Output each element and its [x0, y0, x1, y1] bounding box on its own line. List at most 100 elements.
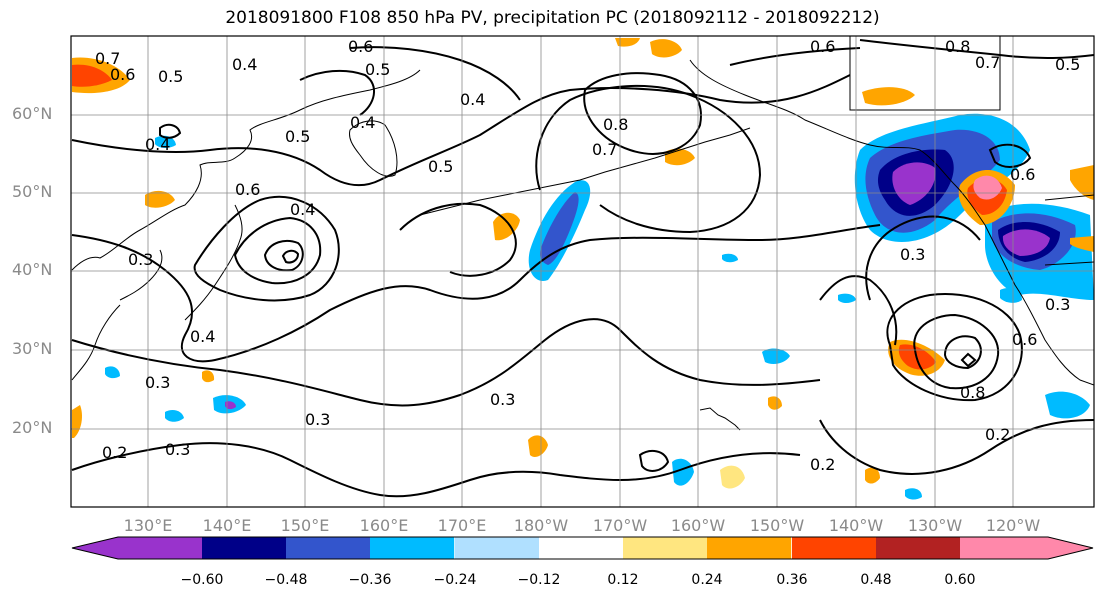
shading-positive [768, 396, 782, 410]
lon-label: 140°E [202, 516, 252, 535]
contour-label: 0.3 [900, 245, 925, 264]
contour-label: 0.6 [348, 37, 373, 56]
colorbar [71, 536, 1094, 560]
pv-contour [159, 123, 182, 139]
shading-positive [493, 212, 520, 241]
contour-label: 0.8 [945, 37, 970, 56]
pv-contour [233, 216, 322, 285]
shading-positive [1070, 165, 1094, 200]
lon-label: 150°E [280, 516, 330, 535]
colorbar-tick-label: −0.36 [348, 572, 392, 588]
colorbar-tick-label: 0.36 [776, 572, 808, 588]
pv-contour [943, 335, 982, 370]
coastline-korea [119, 249, 163, 301]
lon-label: 170°E [437, 516, 487, 535]
contour-label: 0.3 [490, 390, 515, 409]
coastline-china [71, 304, 121, 381]
shading-positive [72, 405, 82, 438]
colorbar-segment [960, 537, 1093, 559]
lat-label: 50°N [12, 182, 53, 201]
colorbar-tick-label: −0.24 [433, 572, 477, 588]
lon-label: 120°W [985, 516, 1041, 535]
colorbar-segment [455, 537, 540, 559]
colorbar-tick-label: −0.60 [180, 572, 224, 588]
pv-contour [71, 442, 801, 498]
coastline-canada [1044, 194, 1094, 266]
contour-label: 0.7 [95, 49, 120, 68]
lon-label: 170°W [592, 516, 648, 535]
pv-contour [71, 224, 881, 363]
colorbar-segment [202, 537, 287, 559]
colorbar-tick-label: 0.24 [691, 572, 723, 588]
graticule [71, 36, 1094, 507]
colorbar-tick-label: 0.60 [944, 572, 976, 588]
lat-label: 30°N [12, 339, 53, 358]
shading-positive [145, 190, 175, 208]
pv-contour [913, 313, 1000, 390]
shading-positive [528, 435, 548, 457]
contour-label: 0.6 [110, 65, 135, 84]
contour-label: 0.7 [592, 140, 617, 159]
contour-label: 0.4 [350, 113, 375, 132]
contour-label: 0.5 [428, 157, 453, 176]
contour-label: 0.5 [158, 67, 183, 86]
contour-label: 0.8 [960, 383, 985, 402]
contour-label: 0.5 [365, 60, 390, 79]
lon-label: 160°W [670, 516, 726, 535]
contour-labels: 0.6 0.6 0.8 0.7 0.5 0.7 0.6 0.5 0.4 0.5 … [95, 37, 1080, 474]
coastline-hawaii [699, 407, 741, 431]
contour-label: 0.6 [1010, 165, 1035, 184]
colorbar-segment [72, 537, 202, 559]
lat-label: 20°N [12, 418, 53, 437]
contour-label: 0.6 [235, 180, 260, 199]
shading-negative [722, 253, 738, 263]
pv-contour [71, 318, 821, 407]
shading-negative [540, 192, 579, 265]
shading-negative [225, 401, 236, 410]
shading-positive [862, 87, 915, 106]
pv-contour [638, 449, 670, 472]
colorbar-tick-label: −0.12 [517, 572, 561, 588]
colorbar-segment [623, 537, 708, 559]
shading-positive [973, 175, 1002, 200]
shading-negative [892, 162, 936, 205]
shading-negative [1045, 391, 1090, 419]
pv-contour [281, 249, 300, 264]
shading-negative [1000, 288, 1022, 303]
colorbar-segment [370, 537, 455, 559]
pv-contour [960, 352, 977, 368]
shading-positive [615, 38, 640, 47]
contour-label: 0.4 [290, 200, 315, 219]
contour-label: 0.3 [305, 410, 330, 429]
pv-contour [729, 47, 861, 66]
shading-positive [1070, 236, 1094, 252]
shading-negative [672, 458, 694, 486]
contour-label: 0.3 [145, 373, 170, 392]
pv-contour [399, 202, 517, 277]
colorbar-tick-label: 0.48 [860, 572, 892, 588]
colorbar-segment [286, 537, 371, 559]
pv-contour [299, 69, 375, 116]
pv-contour [886, 293, 1023, 402]
contour-label: 0.7 [975, 53, 1000, 72]
colorbar-segment [539, 537, 624, 559]
contour-label: 0.3 [1045, 295, 1070, 314]
colorbar-segment [876, 537, 961, 559]
coastline-kamchatka [349, 120, 398, 177]
lon-label: 140°W [828, 516, 884, 535]
coastline-box [849, 36, 1001, 111]
shading-negative [762, 348, 790, 364]
contour-label: 0.4 [460, 90, 485, 109]
pv-contour [71, 74, 851, 187]
shading-positive [720, 465, 745, 489]
coastline-alaska [689, 59, 1094, 386]
colorbar-tick-label: 0.12 [607, 572, 639, 588]
colorbar-outline [71, 536, 1094, 560]
lat-label: 40°N [12, 260, 53, 279]
contour-label: 0.6 [1012, 330, 1037, 349]
shading-negative [155, 135, 176, 148]
lon-label: 180°W [513, 516, 569, 535]
pv-contour [865, 215, 981, 301]
coastline-asia [71, 69, 421, 271]
